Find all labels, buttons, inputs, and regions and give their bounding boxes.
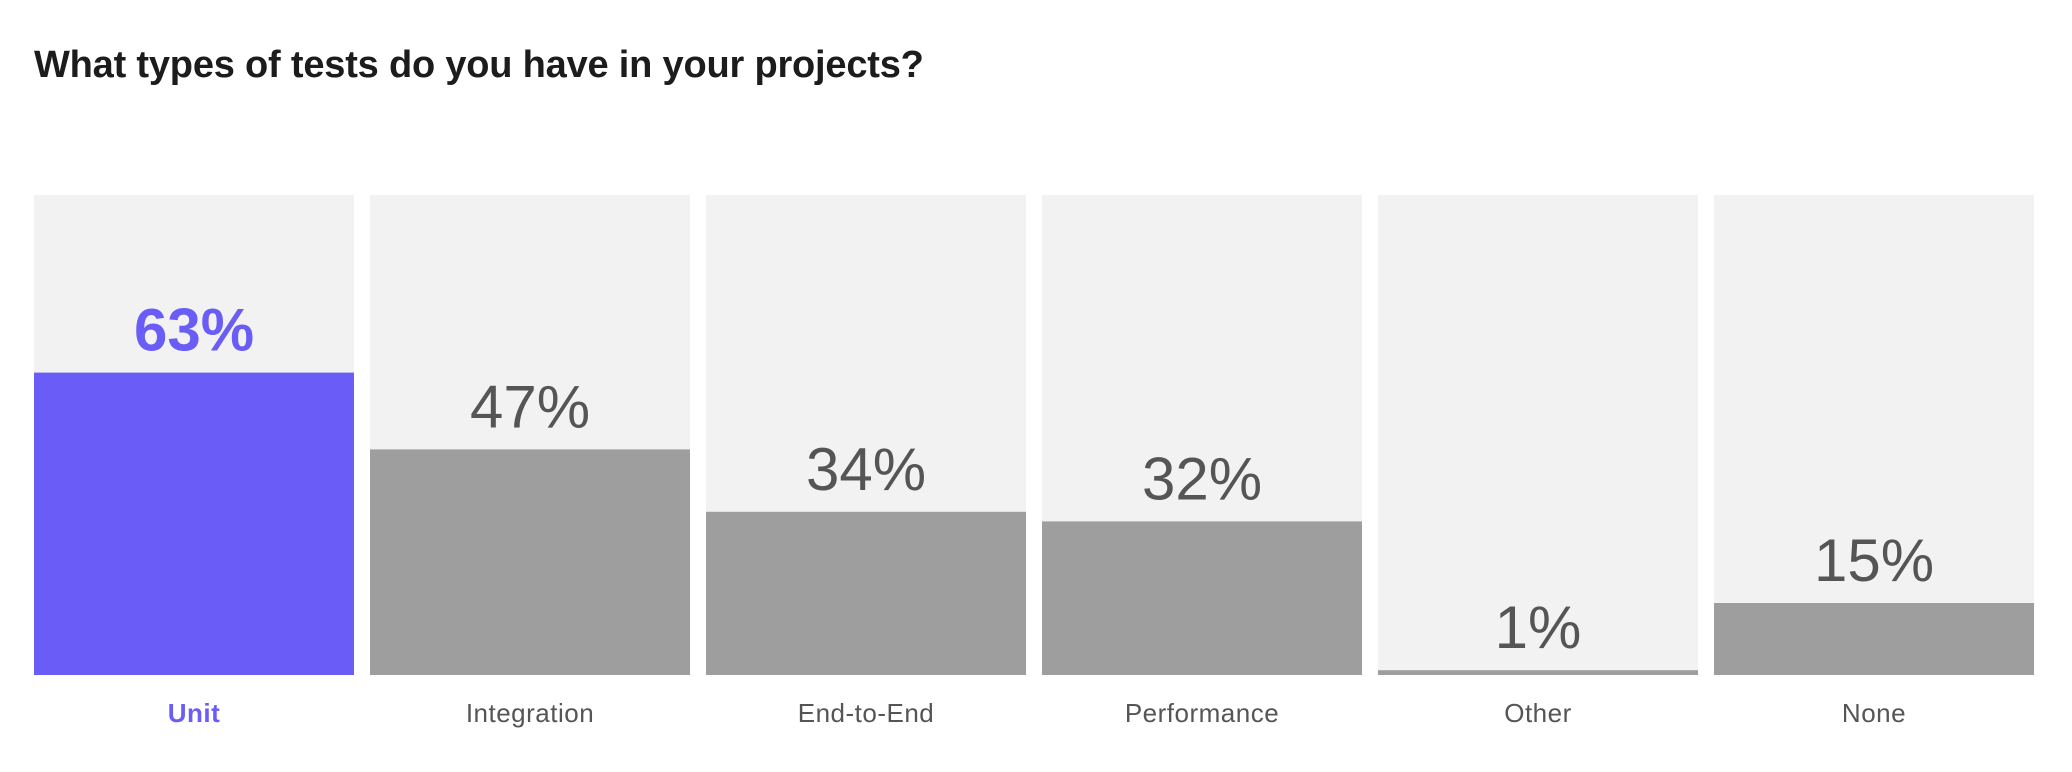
bar-integration [370, 449, 690, 675]
category-label-end-to-end: End-to-End [798, 698, 935, 728]
category-label-none: None [1842, 698, 1906, 728]
chart-title: What types of tests do you have in your … [34, 44, 924, 86]
bar-none [1714, 603, 2034, 675]
value-label-none: 15% [1814, 527, 1934, 594]
bar-track-other [1378, 195, 1698, 675]
value-label-end-to-end: 34% [806, 436, 926, 503]
bar-unit [34, 372, 354, 675]
value-label-performance: 32% [1142, 445, 1262, 512]
bar-track-none [1714, 195, 2034, 675]
category-label-performance: Performance [1125, 698, 1279, 728]
bar-performance [1042, 521, 1362, 675]
value-label-unit: 63% [134, 297, 254, 364]
category-label-unit: Unit [168, 698, 221, 728]
value-label-other: 1% [1495, 594, 1582, 661]
value-label-integration: 47% [470, 373, 590, 440]
category-label-other: Other [1504, 698, 1572, 728]
bar-end-to-end [706, 511, 1026, 675]
bar-other [1378, 670, 1698, 675]
category-label-integration: Integration [466, 698, 594, 728]
